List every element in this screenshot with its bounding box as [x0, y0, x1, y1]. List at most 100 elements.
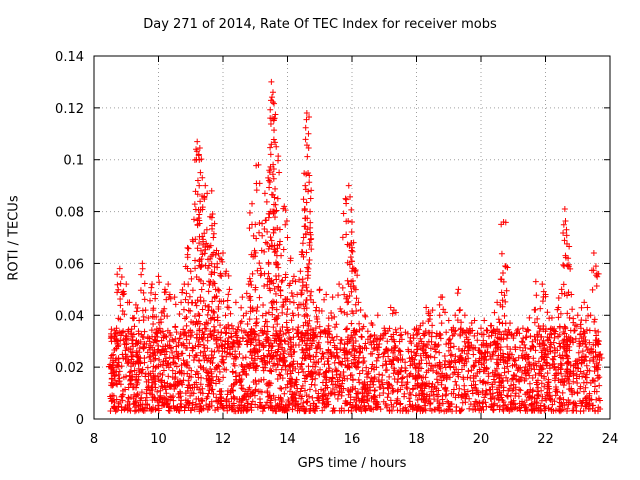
data-point: [270, 229, 277, 236]
data-point: [284, 327, 291, 334]
data-point: [368, 395, 375, 402]
data-point: [385, 390, 392, 397]
data-point: [254, 404, 261, 411]
data-point: [450, 324, 457, 331]
data-point: [405, 346, 412, 353]
data-point: [530, 387, 537, 394]
data-point: [556, 403, 563, 410]
data-point: [128, 356, 135, 363]
data-point: [201, 196, 208, 203]
data-point: [208, 386, 215, 393]
data-point: [359, 390, 366, 397]
data-point: [144, 402, 151, 409]
data-point: [361, 405, 368, 412]
data-point: [127, 368, 134, 375]
data-point: [143, 390, 150, 397]
data-point: [410, 332, 417, 339]
data-point: [238, 304, 245, 311]
data-point: [136, 349, 143, 356]
data-point: [359, 367, 366, 374]
data-point: [261, 190, 268, 197]
data-point: [507, 320, 514, 327]
data-point: [590, 250, 597, 257]
data-point: [160, 401, 167, 408]
data-point: [148, 284, 155, 291]
data-point: [127, 377, 134, 384]
data-point: [563, 368, 570, 375]
data-point: [347, 193, 354, 200]
data-point: [531, 407, 538, 414]
data-point: [201, 348, 208, 355]
data-point: [462, 395, 469, 402]
data-point: [170, 354, 177, 361]
data-point: [461, 347, 468, 354]
data-point: [333, 371, 340, 378]
data-point: [141, 340, 148, 347]
data-point: [251, 345, 258, 352]
data-point: [183, 336, 190, 343]
data-point: [369, 378, 376, 385]
data-point: [571, 389, 578, 396]
data-point: [270, 352, 277, 359]
data-point: [205, 288, 212, 295]
data-point: [180, 326, 187, 333]
data-point: [266, 342, 273, 349]
data-point: [226, 346, 233, 353]
data-point: [518, 338, 525, 345]
data-point: [531, 366, 538, 373]
data-point: [124, 360, 131, 367]
data-point: [301, 375, 308, 382]
data-point: [231, 353, 238, 360]
data-point: [267, 106, 274, 113]
data-point: [122, 386, 129, 393]
data-point: [267, 144, 274, 151]
data-point: [433, 369, 440, 376]
data-point: [113, 380, 120, 387]
data-point: [319, 350, 326, 357]
data-point: [392, 342, 399, 349]
data-point: [247, 349, 254, 356]
data-point: [311, 381, 318, 388]
data-point: [138, 394, 145, 401]
data-point: [325, 330, 332, 337]
data-point: [350, 329, 357, 336]
data-point: [281, 203, 288, 210]
data-point: [131, 323, 138, 330]
data-point: [162, 289, 169, 296]
data-point: [213, 247, 220, 254]
data-point: [455, 392, 462, 399]
data-point: [458, 319, 465, 326]
data-point: [193, 331, 200, 338]
data-point: [292, 278, 299, 285]
data-point: [319, 393, 326, 400]
data-point: [222, 330, 229, 337]
data-point: [244, 337, 251, 344]
data-point: [267, 121, 274, 128]
data-point: [188, 367, 195, 374]
data-point: [396, 338, 403, 345]
data-point: [256, 294, 263, 301]
data-point: [107, 355, 114, 362]
data-point: [481, 394, 488, 401]
data-point: [421, 385, 428, 392]
data-point: [208, 398, 215, 405]
data-point: [220, 298, 227, 305]
data-point: [265, 259, 272, 266]
data-point: [362, 313, 369, 320]
data-point: [192, 299, 199, 306]
data-point: [214, 264, 221, 271]
data-point: [187, 332, 194, 339]
data-point: [200, 342, 207, 349]
data-point: [281, 407, 288, 414]
data-point: [216, 255, 223, 262]
data-point: [265, 177, 272, 184]
data-point: [295, 311, 302, 318]
data-point: [431, 354, 438, 361]
data-point: [563, 399, 570, 406]
data-point: [366, 333, 373, 340]
data-point: [125, 384, 132, 391]
grid-lines: [94, 56, 610, 419]
data-point: [147, 353, 154, 360]
data-point: [204, 243, 211, 250]
data-point: [264, 399, 271, 406]
